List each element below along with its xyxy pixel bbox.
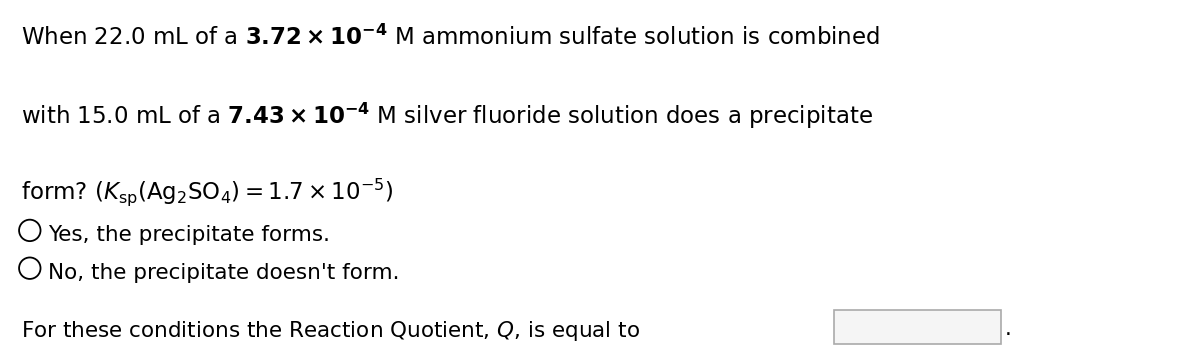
Text: .: . <box>1005 319 1012 339</box>
FancyBboxPatch shape <box>834 310 1001 344</box>
Text: with 15.0 mL of a $\mathbf{7.43 \times 10^{-4}}$ M silver fluoride solution does: with 15.0 mL of a $\mathbf{7.43 \times 1… <box>21 101 874 131</box>
Text: form? ($K_{\mathrm{sp}}(\mathrm{Ag_2SO_4}) = 1.7 \times 10^{-5}$): form? ($K_{\mathrm{sp}}(\mathrm{Ag_2SO_4… <box>21 176 393 208</box>
Text: When 22.0 mL of a $\mathbf{3.72 \times 10^{-4}}$ M ammonium sulfate solution is : When 22.0 mL of a $\mathbf{3.72 \times 1… <box>21 25 881 50</box>
Text: Yes, the precipitate forms.: Yes, the precipitate forms. <box>48 225 330 245</box>
Text: For these conditions the Reaction Quotient, $\mathit{Q}$, is equal to: For these conditions the Reaction Quotie… <box>21 319 640 343</box>
Text: No, the precipitate doesn't form.: No, the precipitate doesn't form. <box>48 263 399 283</box>
